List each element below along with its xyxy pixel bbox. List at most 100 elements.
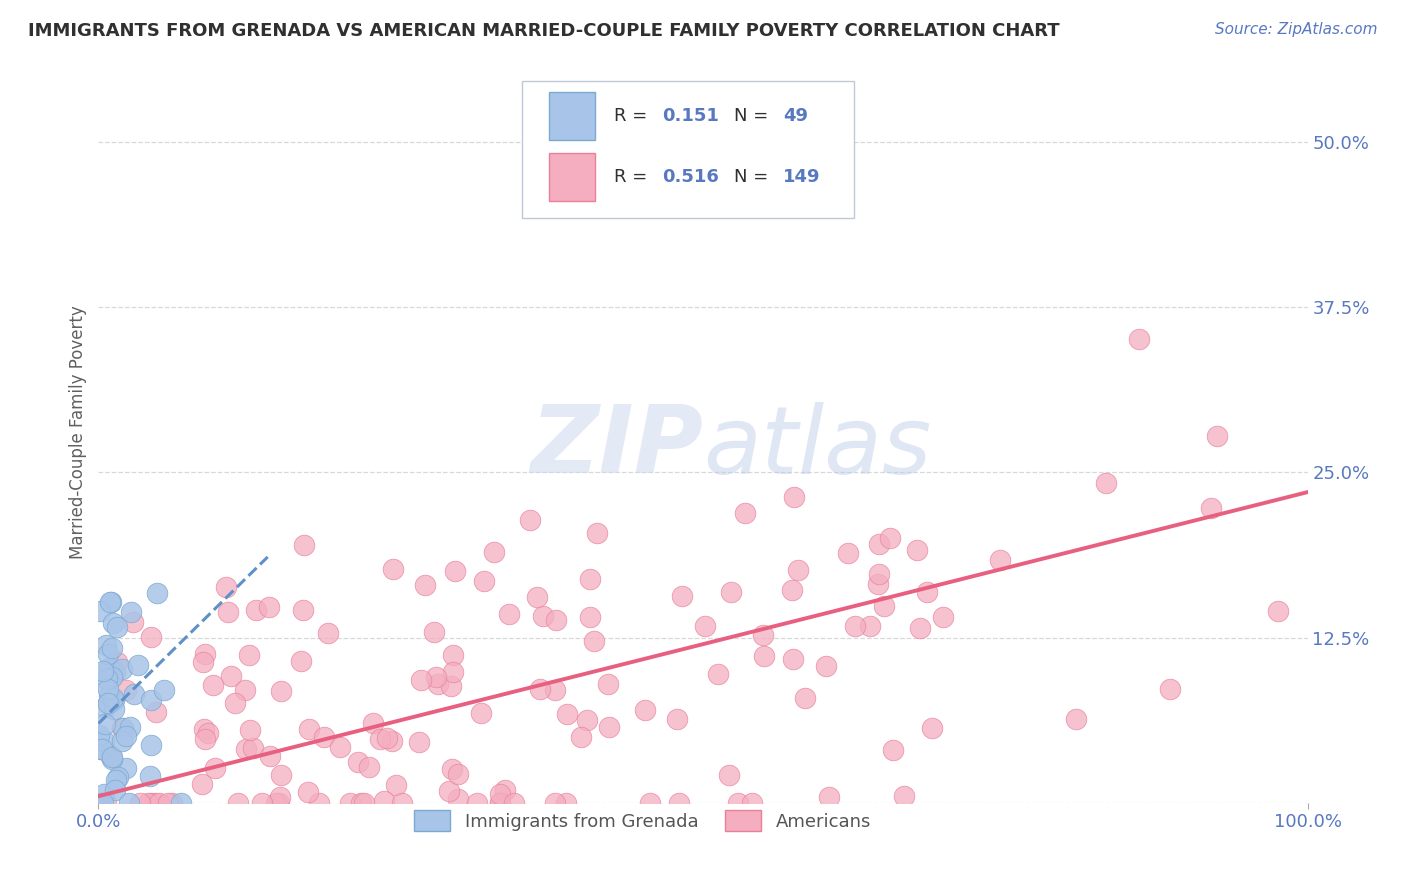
- Point: [1064, 712, 1087, 726]
- Text: 0.151: 0.151: [662, 107, 718, 125]
- Point: [122, 615, 145, 629]
- Point: [89, 742, 111, 756]
- Point: [868, 537, 890, 551]
- Text: ZIP: ZIP: [530, 401, 703, 493]
- Point: [145, 705, 167, 719]
- Point: [89, 796, 111, 810]
- Point: [671, 589, 693, 603]
- Point: [94, 716, 117, 731]
- Point: [470, 706, 492, 720]
- Point: [582, 634, 605, 648]
- Point: [866, 577, 889, 591]
- Point: [526, 591, 548, 605]
- Text: 49: 49: [783, 107, 808, 125]
- Point: [127, 657, 149, 672]
- Point: [361, 716, 384, 731]
- Point: [488, 796, 510, 810]
- Point: [101, 691, 124, 706]
- Point: [103, 693, 125, 707]
- Point: [194, 648, 217, 662]
- Point: [100, 595, 122, 609]
- Point: [368, 731, 391, 746]
- Point: [1095, 475, 1118, 490]
- Point: [467, 796, 489, 810]
- FancyBboxPatch shape: [550, 92, 595, 140]
- Point: [425, 670, 447, 684]
- Point: [93, 796, 115, 810]
- Point: [228, 796, 250, 810]
- Point: [786, 563, 808, 577]
- Point: [385, 778, 408, 792]
- Y-axis label: Married-Couple Family Poverty: Married-Couple Family Poverty: [69, 306, 87, 559]
- Point: [868, 566, 890, 581]
- Point: [250, 796, 273, 810]
- Point: [103, 783, 125, 797]
- Point: [707, 666, 730, 681]
- Text: R =: R =: [613, 168, 652, 186]
- Point: [93, 734, 115, 748]
- Point: [815, 659, 838, 673]
- Point: [194, 731, 217, 746]
- Point: [382, 562, 405, 576]
- Point: [727, 796, 749, 810]
- Point: [350, 796, 373, 810]
- Point: [752, 648, 775, 663]
- Point: [446, 766, 468, 780]
- Point: [89, 604, 111, 618]
- Point: [259, 748, 281, 763]
- Point: [193, 722, 215, 736]
- Point: [157, 796, 180, 810]
- Point: [720, 585, 742, 599]
- Point: [640, 796, 662, 810]
- Point: [91, 665, 114, 679]
- Point: [101, 615, 124, 630]
- Point: [290, 655, 312, 669]
- Point: [90, 742, 112, 756]
- Point: [120, 720, 142, 734]
- Point: [488, 796, 510, 810]
- Point: [115, 761, 138, 775]
- Point: [96, 672, 118, 686]
- Point: [555, 796, 578, 810]
- Point: [988, 553, 1011, 567]
- Point: [242, 740, 264, 755]
- Point: [447, 792, 470, 806]
- Point: [97, 688, 120, 702]
- Point: [107, 770, 129, 784]
- Point: [94, 796, 117, 810]
- Point: [932, 610, 955, 624]
- Point: [217, 605, 239, 619]
- Point: [717, 768, 740, 782]
- Point: [160, 796, 183, 810]
- Point: [498, 607, 520, 621]
- Point: [270, 684, 292, 698]
- Point: [1159, 681, 1181, 696]
- Point: [266, 796, 288, 810]
- FancyBboxPatch shape: [550, 153, 595, 201]
- Point: [579, 610, 602, 624]
- Point: [136, 796, 159, 810]
- Point: [259, 600, 281, 615]
- Point: [353, 796, 375, 810]
- Point: [292, 603, 315, 617]
- Point: [112, 722, 135, 736]
- Point: [110, 721, 132, 735]
- Point: [219, 669, 242, 683]
- Text: R =: R =: [613, 107, 652, 125]
- Point: [214, 581, 236, 595]
- Point: [329, 740, 352, 755]
- Point: [139, 693, 162, 707]
- Point: [97, 681, 120, 696]
- Point: [129, 796, 152, 810]
- Point: [907, 543, 929, 558]
- Point: [502, 796, 524, 810]
- Point: [666, 712, 689, 726]
- Point: [201, 678, 224, 692]
- Point: [114, 683, 136, 698]
- Point: [411, 673, 433, 687]
- Point: [444, 564, 467, 578]
- Point: [423, 624, 446, 639]
- Point: [695, 619, 717, 633]
- Text: 149: 149: [783, 168, 820, 186]
- Point: [94, 638, 117, 652]
